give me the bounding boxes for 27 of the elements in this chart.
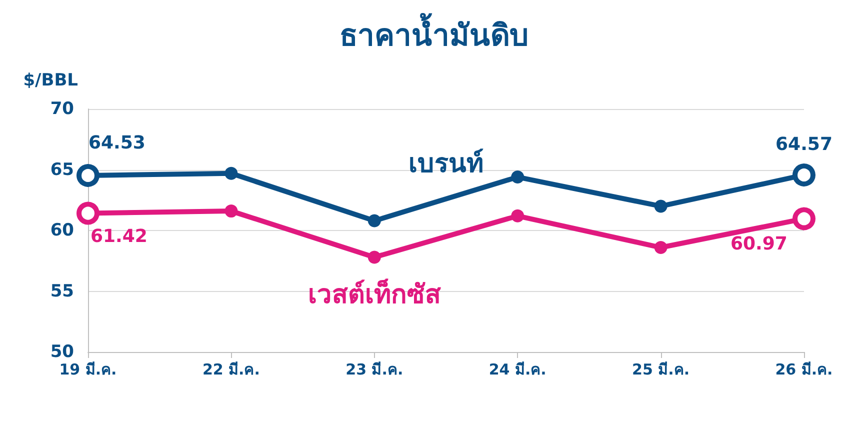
point — [368, 214, 381, 228]
point — [654, 200, 668, 213]
x-tick-label: 22 มี.ค. — [202, 360, 260, 378]
y-tick-label: 70 — [50, 99, 74, 119]
x-tick-label: 26 มี.ค. — [775, 360, 833, 378]
x-tick-label: 24 มี.ค. — [488, 360, 546, 378]
point — [224, 166, 238, 180]
data-label: 64.53 — [88, 132, 146, 154]
point — [224, 204, 238, 218]
y-tick-label: 50 — [50, 342, 74, 362]
data-label: 61.42 — [90, 226, 148, 248]
point — [511, 209, 524, 222]
point — [654, 241, 668, 254]
series-label: เบรนท์ — [408, 148, 484, 179]
series-label: เวสต์เท็กซัส — [308, 278, 441, 310]
y-axis-title: $/BBL — [23, 70, 78, 90]
y-tick-label: 60 — [50, 220, 74, 240]
y-tick-label: 65 — [50, 160, 74, 180]
point — [511, 170, 524, 184]
x-tick-label: 19 มี.ค. — [59, 360, 117, 378]
x-tick-label: 23 มี.ค. — [346, 360, 404, 378]
data-label: 60.97 — [730, 234, 788, 255]
data-label: 64.57 — [776, 134, 832, 155]
x-tick-label: 25 มี.ค. — [632, 360, 690, 378]
chart-title: ธาคาน้ำมันดิบ — [340, 12, 528, 54]
y-tick-label: 55 — [50, 281, 74, 302]
point — [368, 250, 381, 264]
